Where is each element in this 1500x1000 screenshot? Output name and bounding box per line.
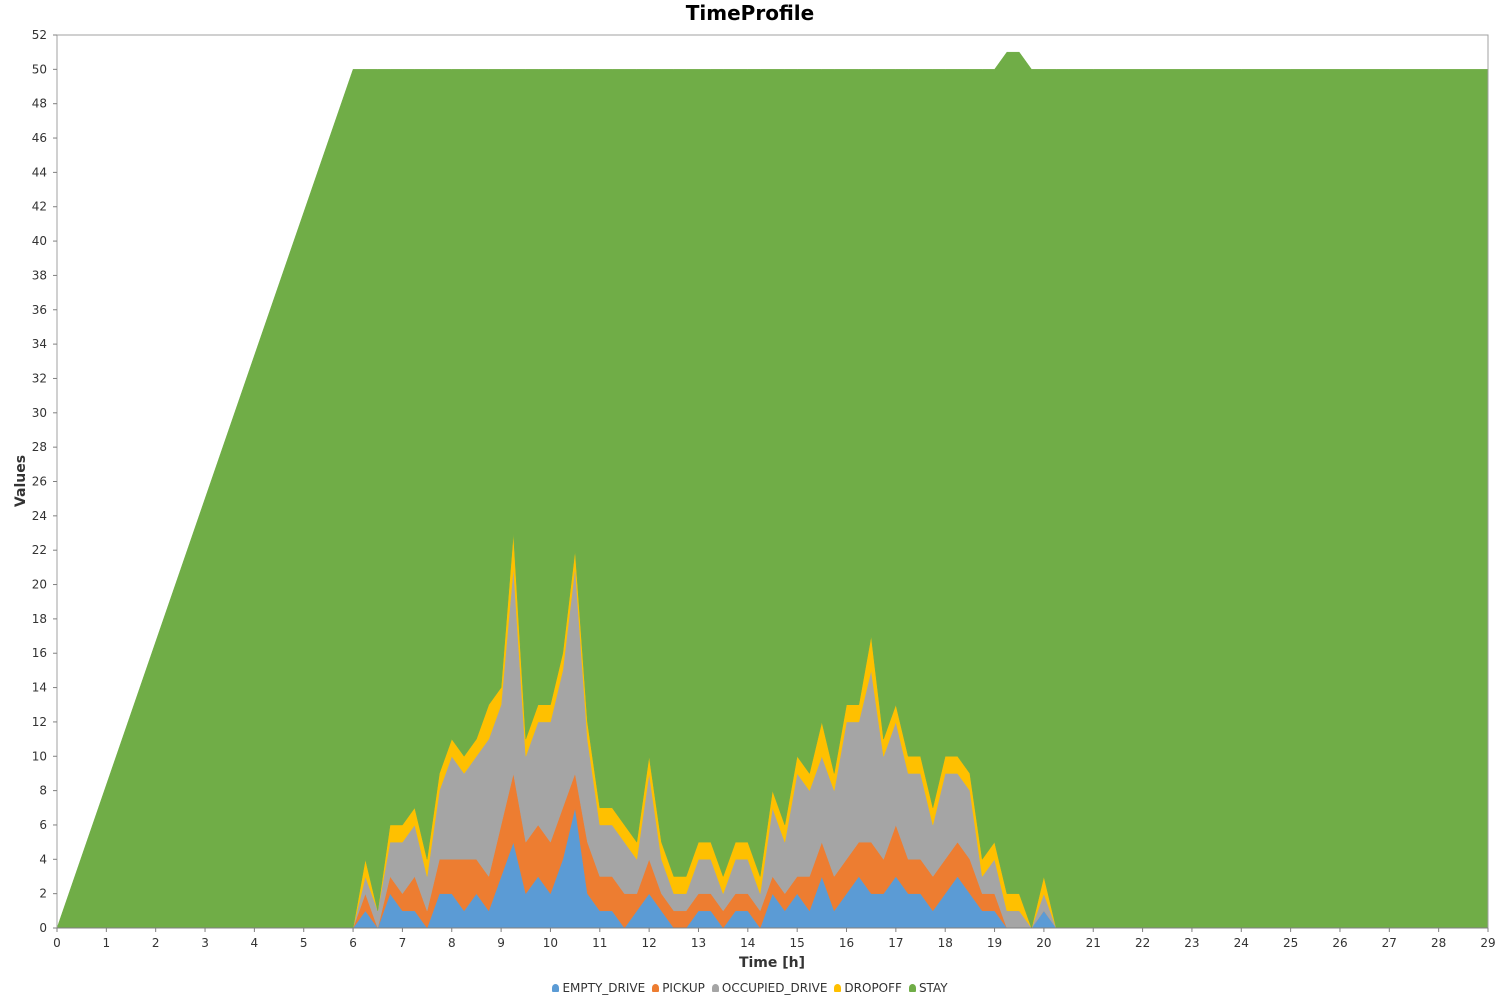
y-tick-label: 36: [32, 303, 47, 317]
y-tick-label: 4: [39, 852, 47, 866]
y-tick-label: 20: [32, 578, 47, 592]
x-tick-label: 20: [1036, 936, 1051, 950]
x-tick-label: 23: [1184, 936, 1199, 950]
x-tick-label: 0: [53, 936, 61, 950]
x-axis-title: Time [h]: [739, 955, 805, 971]
series-layer: [56, 51, 1489, 929]
x-tick-label: 18: [938, 936, 953, 950]
legend-marker-icon: [834, 984, 842, 992]
y-tick-label: 46: [32, 131, 47, 145]
y-tick-label: 2: [39, 887, 47, 901]
legend: EMPTY_DRIVE PICKUP OCCUPIED_DRIVE DROPOFF ST…: [0, 981, 1500, 995]
x-tick-label: 1: [103, 936, 111, 950]
y-tick-label: 14: [32, 681, 47, 695]
y-tick-label: 26: [32, 475, 47, 489]
x-tick-label: 2: [152, 936, 160, 950]
x-tick-label: 17: [888, 936, 903, 950]
legend-marker-icon: [652, 984, 660, 992]
x-tick-label: 21: [1086, 936, 1101, 950]
legend-item-stay: STAY: [908, 981, 948, 995]
y-tick-label: 18: [32, 612, 47, 626]
y-tick-label: 30: [32, 406, 47, 420]
y-tick-label: 32: [32, 371, 47, 385]
x-tick-label: 15: [790, 936, 805, 950]
x-tick-label: 25: [1283, 936, 1298, 950]
x-tick-label: 5: [300, 936, 308, 950]
legend-marker-icon: [711, 984, 719, 992]
chart-title: TimeProfile: [685, 1, 815, 25]
legend-label: PICKUP: [662, 981, 705, 995]
legend-item-empty-drive: EMPTY_DRIVE: [552, 981, 645, 995]
x-tick-label: 24: [1234, 936, 1249, 950]
x-tick-label: 4: [251, 936, 259, 950]
x-tick-label: 28: [1431, 936, 1446, 950]
y-tick-label: 24: [32, 509, 47, 523]
y-axis: 0246810121416182022242628303234363840424…: [32, 28, 57, 935]
legend-label: OCCUPIED_DRIVE: [721, 981, 828, 995]
x-tick-label: 22: [1135, 936, 1150, 950]
x-tick-label: 14: [740, 936, 755, 950]
x-axis: 0 1 2 3 4 5 6 7 8 9 10 11 12 13 14 15 16 17 18 19 20 21 22 23 24…: [53, 928, 1496, 950]
x-tick-label: 19: [987, 936, 1002, 950]
y-tick-label: 44: [32, 165, 47, 179]
x-tick-label: 8: [448, 936, 456, 950]
y-tick-label: 22: [32, 543, 47, 557]
y-tick-label: 52: [32, 28, 47, 42]
legend-label: DROPOFF: [844, 981, 902, 995]
y-tick-label: 10: [32, 749, 47, 763]
y-axis-title: Values: [13, 455, 29, 507]
x-tick-label: 13: [691, 936, 706, 950]
legend-item-occupied-drive: OCCUPIED_DRIVE: [711, 981, 828, 995]
x-tick-label: 27: [1382, 936, 1397, 950]
x-tick-label: 10: [543, 936, 558, 950]
y-tick-label: 16: [32, 646, 47, 660]
legend-label: EMPTY_DRIVE: [562, 981, 646, 995]
x-tick-label: 9: [497, 936, 505, 950]
legend-item-pickup: PICKUP: [652, 981, 705, 995]
y-tick-label: 28: [32, 440, 47, 454]
x-tick-label: 29: [1480, 936, 1495, 950]
legend-item-dropoff: DROPOFF: [834, 981, 902, 995]
x-tick-label: 26: [1332, 936, 1347, 950]
y-tick-label: 38: [32, 268, 47, 282]
y-tick-label: 0: [39, 921, 47, 935]
y-tick-label: 40: [32, 234, 47, 248]
x-tick-label: 12: [641, 936, 656, 950]
y-tick-label: 8: [39, 784, 47, 798]
x-tick-label: 3: [201, 936, 209, 950]
legend-label: STAY: [918, 981, 948, 995]
legend-marker-icon: [908, 984, 916, 992]
y-tick-label: 12: [32, 715, 47, 729]
legend-marker-icon: [552, 984, 560, 992]
y-tick-label: 34: [32, 337, 47, 351]
y-tick-label: 50: [32, 62, 47, 76]
y-tick-label: 42: [32, 200, 47, 214]
x-tick-label: 7: [399, 936, 407, 950]
y-tick-label: 48: [32, 97, 47, 111]
x-tick-label: 16: [839, 936, 854, 950]
x-tick-label: 6: [349, 936, 357, 950]
y-tick-label: 6: [39, 818, 47, 832]
x-tick-label: 11: [592, 936, 607, 950]
